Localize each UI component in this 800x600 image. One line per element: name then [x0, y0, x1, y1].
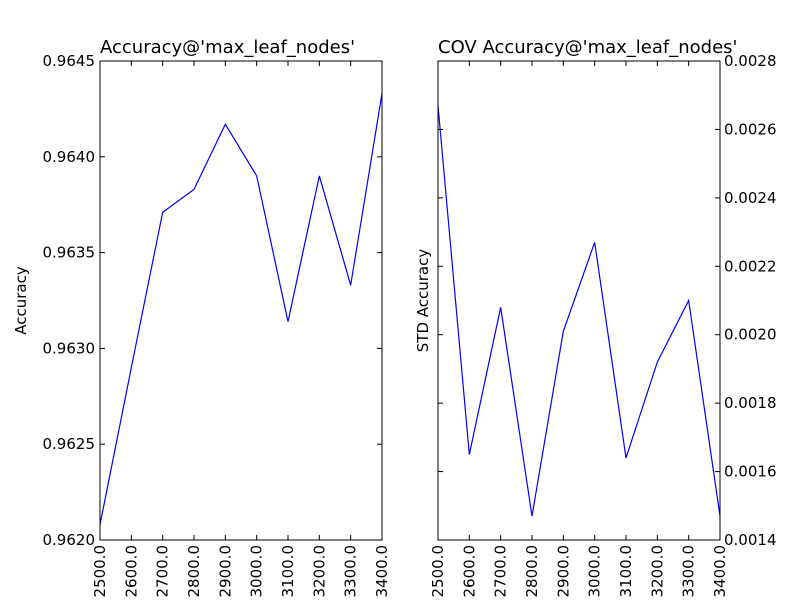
x-tick-label: 2500.0 — [91, 545, 109, 598]
x-tick-label: 2500.0 — [429, 545, 447, 598]
x-tick-label: 2600.0 — [122, 545, 140, 598]
y-tick-label: 0.0018 — [724, 394, 777, 412]
std-accuracy-chart: COV Accuracy@'max_leaf_nodes' 2500.0 2600.… — [414, 37, 777, 598]
x-tick-label: 3100.0 — [279, 545, 297, 598]
plot-frame — [99, 60, 383, 541]
x-tick-label: 2800.0 — [185, 545, 203, 598]
x-tick-label: 3100.0 — [617, 545, 635, 598]
y-tick-label: 0.0020 — [724, 326, 777, 344]
x-tick-label: 3300.0 — [680, 545, 698, 598]
x-tick-label: 3200.0 — [310, 545, 328, 598]
series-line — [99, 93, 383, 525]
y-axis-label: Accuracy — [12, 266, 30, 335]
chart-title: COV Accuracy@'max_leaf_nodes' — [438, 37, 738, 58]
chart-title: Accuracy@'max_leaf_nodes' — [100, 37, 355, 58]
plot-frame — [437, 60, 721, 541]
y-tick-label: 0.9640 — [43, 148, 96, 166]
x-tick-label: 2900.0 — [554, 545, 572, 598]
x-tick-label: 3400.0 — [373, 545, 391, 598]
x-tick-label: 3000.0 — [586, 545, 604, 598]
y-tick-label: 0.9635 — [43, 244, 96, 262]
series-line — [437, 105, 721, 517]
y-tick-label: 0.0014 — [724, 531, 777, 549]
x-tick-label: 2900.0 — [216, 545, 234, 598]
x-tick-label: 3300.0 — [342, 545, 360, 598]
y-axis-label: STD Accuracy — [414, 249, 432, 353]
x-tick-label: 3400.0 — [711, 545, 729, 598]
y-tick-label: 0.0016 — [724, 463, 777, 481]
x-tick-label: 2700.0 — [492, 545, 510, 598]
x-tick-label: 2800.0 — [523, 545, 541, 598]
x-tick-label: 3000.0 — [248, 545, 266, 598]
y-tick-label: 0.9620 — [43, 531, 96, 549]
y-tick-label: 0.0024 — [724, 189, 777, 207]
x-tick-label: 2700.0 — [154, 545, 172, 598]
y-tick-label: 0.9645 — [43, 52, 96, 70]
x-tick-label: 3200.0 — [648, 545, 666, 598]
y-tick-label: 0.0026 — [724, 120, 777, 138]
x-tick-label: 2600.0 — [460, 545, 478, 598]
accuracy-chart: Accuracy@'max_leaf_nodes' 2500.0 2600.0 270… — [12, 37, 391, 598]
y-tick-label: 0.0022 — [724, 257, 777, 275]
y-tick-label: 0.0028 — [724, 52, 777, 70]
y-tick-label: 0.9625 — [43, 435, 96, 453]
y-tick-label: 0.9630 — [43, 339, 96, 357]
